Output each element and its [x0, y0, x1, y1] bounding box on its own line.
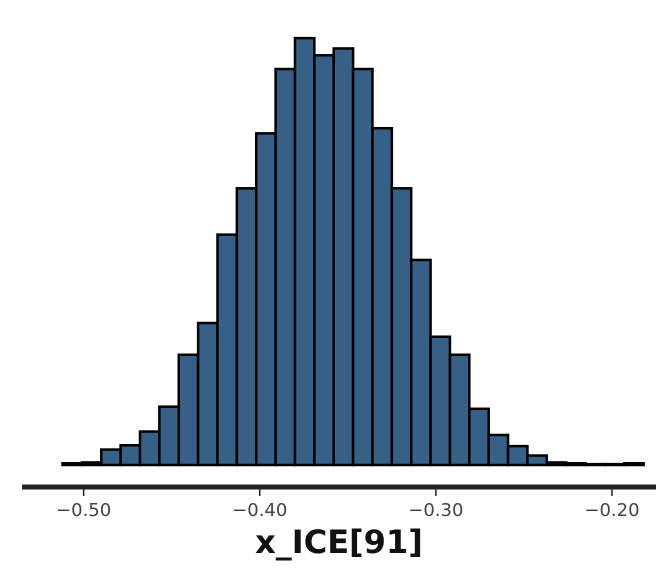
histogram-bar	[119, 444, 142, 467]
x-tick-label: −0.40	[232, 500, 287, 521]
histogram-bar	[506, 444, 529, 467]
histogram-bar	[138, 430, 161, 467]
x-tick-label: −0.50	[56, 500, 111, 521]
histogram-bar	[351, 67, 374, 467]
histogram-bar	[390, 187, 413, 467]
x-axis-ticks: −0.50 −0.40 −0.30 −0.20	[56, 489, 640, 521]
histogram-bar	[61, 462, 84, 467]
histogram-bar	[409, 258, 432, 467]
histogram-bar	[526, 454, 549, 467]
histogram-bar	[80, 461, 103, 467]
histogram-bar	[158, 405, 180, 467]
histogram-bar	[623, 462, 645, 467]
histogram-bar	[487, 433, 510, 467]
histogram-bar	[254, 132, 277, 467]
histogram-bar	[545, 461, 568, 467]
histogram-bar	[332, 47, 355, 467]
histogram-bar	[429, 335, 452, 467]
histogram-bar	[177, 353, 200, 467]
x-axis-title: x_ICE[91]	[255, 523, 423, 561]
histogram-bar	[100, 448, 122, 467]
histogram-bar	[235, 187, 258, 467]
histogram-bar	[313, 54, 335, 467]
x-tick-label: −0.20	[584, 500, 639, 521]
histogram-bar	[564, 462, 587, 467]
histogram-bar	[274, 67, 297, 467]
histogram-bar	[196, 321, 219, 467]
histogram-bar	[603, 462, 626, 467]
histogram-bar	[584, 462, 607, 467]
histogram-bar	[448, 353, 471, 467]
bars-layer	[61, 36, 645, 467]
histogram-bar	[293, 36, 316, 467]
x-tick-label: −0.30	[408, 500, 463, 521]
histogram-bar	[216, 233, 239, 467]
histogram-bar	[468, 407, 490, 467]
histogram-bar	[371, 126, 394, 467]
